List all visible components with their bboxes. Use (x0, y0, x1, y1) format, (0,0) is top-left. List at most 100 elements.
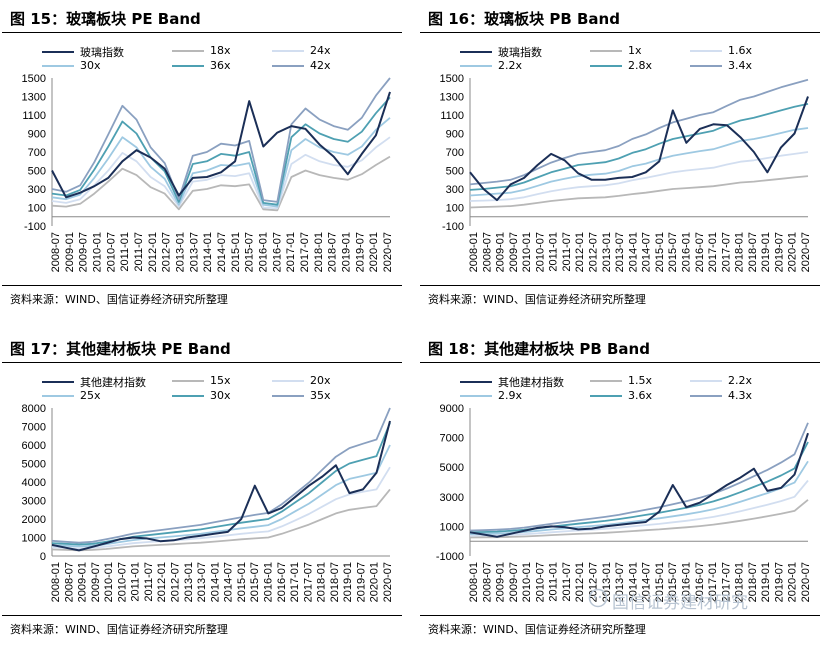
band-line (469, 422, 809, 532)
x-tick-label: 2018-01 (316, 562, 328, 602)
x-tick-label: 2014-01 (627, 232, 639, 272)
legend-swatch (172, 64, 204, 67)
x-tick-label: 2017-01 (707, 232, 719, 272)
band-line (51, 466, 391, 550)
x-tick-label: 2017-01 (285, 232, 297, 272)
legend-item: 1.6x (690, 44, 752, 57)
x-tick-label: 2008-07 (481, 562, 493, 602)
source-rule (2, 615, 402, 616)
x-tick-label: 2019-07 (355, 562, 367, 602)
legend-swatch (272, 49, 304, 52)
x-tick-label: 2016-07 (271, 232, 283, 272)
x-tick-label: 2012-07 (588, 232, 600, 272)
legend-label: 36x (210, 59, 231, 72)
legend-item: 15x (172, 374, 231, 387)
legend-label: 其他建材指数 (80, 376, 146, 389)
legend-label: 42x (310, 59, 331, 72)
band-line (469, 78, 809, 186)
x-tick-label: 2010-07 (105, 232, 117, 272)
legend-label: 1.5x (628, 374, 653, 387)
x-tick-label: 2020-01 (787, 562, 799, 602)
y-tick-label: 1300 (22, 92, 46, 104)
x-tick-label: 2013-07 (196, 562, 208, 602)
wechat-icon (588, 588, 608, 608)
x-tick-label: 2013-07 (188, 232, 200, 272)
legend-item: 1x (590, 44, 642, 57)
legend-item: 2.2x (460, 59, 522, 72)
legend-label: 25x (80, 389, 101, 402)
legend-swatch (42, 394, 74, 397)
x-tick-label: 2014-07 (641, 232, 653, 272)
panel-other-pb: 图 18：其他建材板块 PB Band 其他建材指数 1.5x 2.2x 2.9x 3.… (420, 338, 820, 648)
source-note: 资料来源：WIND、国信证券经济研究所整理 (428, 623, 646, 636)
x-tick-label: 2020-01 (368, 232, 380, 272)
band-line (51, 117, 391, 208)
x-tick-label: 2018-01 (313, 232, 325, 272)
x-tick-label: 2010-07 (534, 562, 546, 602)
x-tick-label: 2019-07 (773, 232, 785, 272)
legend-label: 其他建材指数 (498, 376, 564, 389)
x-tick-label: 2019-07 (354, 232, 366, 272)
band-line (469, 151, 809, 202)
y-tick-label: 1100 (22, 110, 46, 122)
x-tick-label: 2014-01 (209, 562, 221, 602)
legend-label: 2.8x (628, 59, 653, 72)
legend-swatch (690, 379, 722, 382)
y-tick-label: 300 (28, 184, 46, 196)
y-tick-label: 3000 (440, 492, 464, 504)
x-tick-label: 2010-01 (521, 232, 533, 272)
source-note: 资料来源：WIND、国信证券经济研究所整理 (10, 293, 228, 306)
legend-label: 1x (628, 44, 642, 57)
panel-title: 图 15：玻璃板块 PE Band (10, 10, 201, 28)
y-tick-label: 100 (446, 203, 464, 215)
x-tick-label: 2014-01 (202, 232, 214, 272)
y-tick-label: 900 (28, 129, 46, 141)
title-rule (420, 32, 820, 33)
x-tick-label: 2014-07 (216, 232, 228, 272)
legend-item: 2.8x (590, 59, 652, 72)
legend-label: 4.3x (728, 389, 753, 402)
y-tick-label: 4000 (22, 477, 46, 489)
x-tick-label: 2009-07 (78, 232, 90, 272)
legend-label: 30x (80, 59, 101, 72)
legend-item: 玻璃指数 (460, 44, 542, 60)
source-note: 资料来源：WIND、国信证券经济研究所整理 (428, 293, 646, 306)
legend-label: 35x (310, 389, 331, 402)
x-tick-label: 2012-07 (161, 232, 173, 272)
legend-swatch (172, 394, 204, 397)
band-line (51, 136, 391, 210)
band-line (469, 175, 809, 209)
band-line (469, 103, 809, 191)
x-tick-label: 2011-07 (561, 562, 573, 602)
x-tick-label: 2009-07 (90, 562, 102, 602)
legend-label: 1.6x (728, 44, 753, 57)
x-tick-label: 2015-01 (654, 232, 666, 272)
x-tick-label: 2014-07 (641, 562, 653, 602)
panel-title: 图 17：其他建材板块 PE Band (10, 340, 231, 358)
x-tick-label: 2011-01 (119, 232, 131, 272)
legend-label: 3.6x (628, 389, 653, 402)
legend-swatch (590, 394, 622, 397)
legend-label: 18x (210, 44, 231, 57)
x-tick-label: 2015-07 (244, 232, 256, 272)
x-tick-label: 2008-01 (468, 232, 480, 272)
x-tick-label: 2009-01 (495, 562, 507, 602)
legend-swatch (272, 394, 304, 397)
legend-swatch (460, 381, 492, 383)
legend-item: 其他建材指数 (460, 374, 564, 390)
x-tick-label: 2008-07 (63, 562, 75, 602)
band-line (51, 96, 391, 206)
source-note: 资料来源：WIND、国信证券经济研究所整理 (10, 623, 228, 636)
legend-label: 20x (310, 374, 331, 387)
y-tick-label: 100 (28, 203, 46, 215)
legend-swatch (42, 64, 74, 67)
y-tick-label: 3000 (22, 496, 46, 508)
legend-swatch (42, 381, 74, 383)
legend-label: 2.2x (728, 374, 753, 387)
title-rule (2, 362, 402, 363)
x-tick-label: 2012-07 (170, 562, 182, 602)
x-tick-label: 2014-01 (627, 562, 639, 602)
legend-swatch (272, 379, 304, 382)
x-tick-label: 2013-01 (183, 562, 195, 602)
